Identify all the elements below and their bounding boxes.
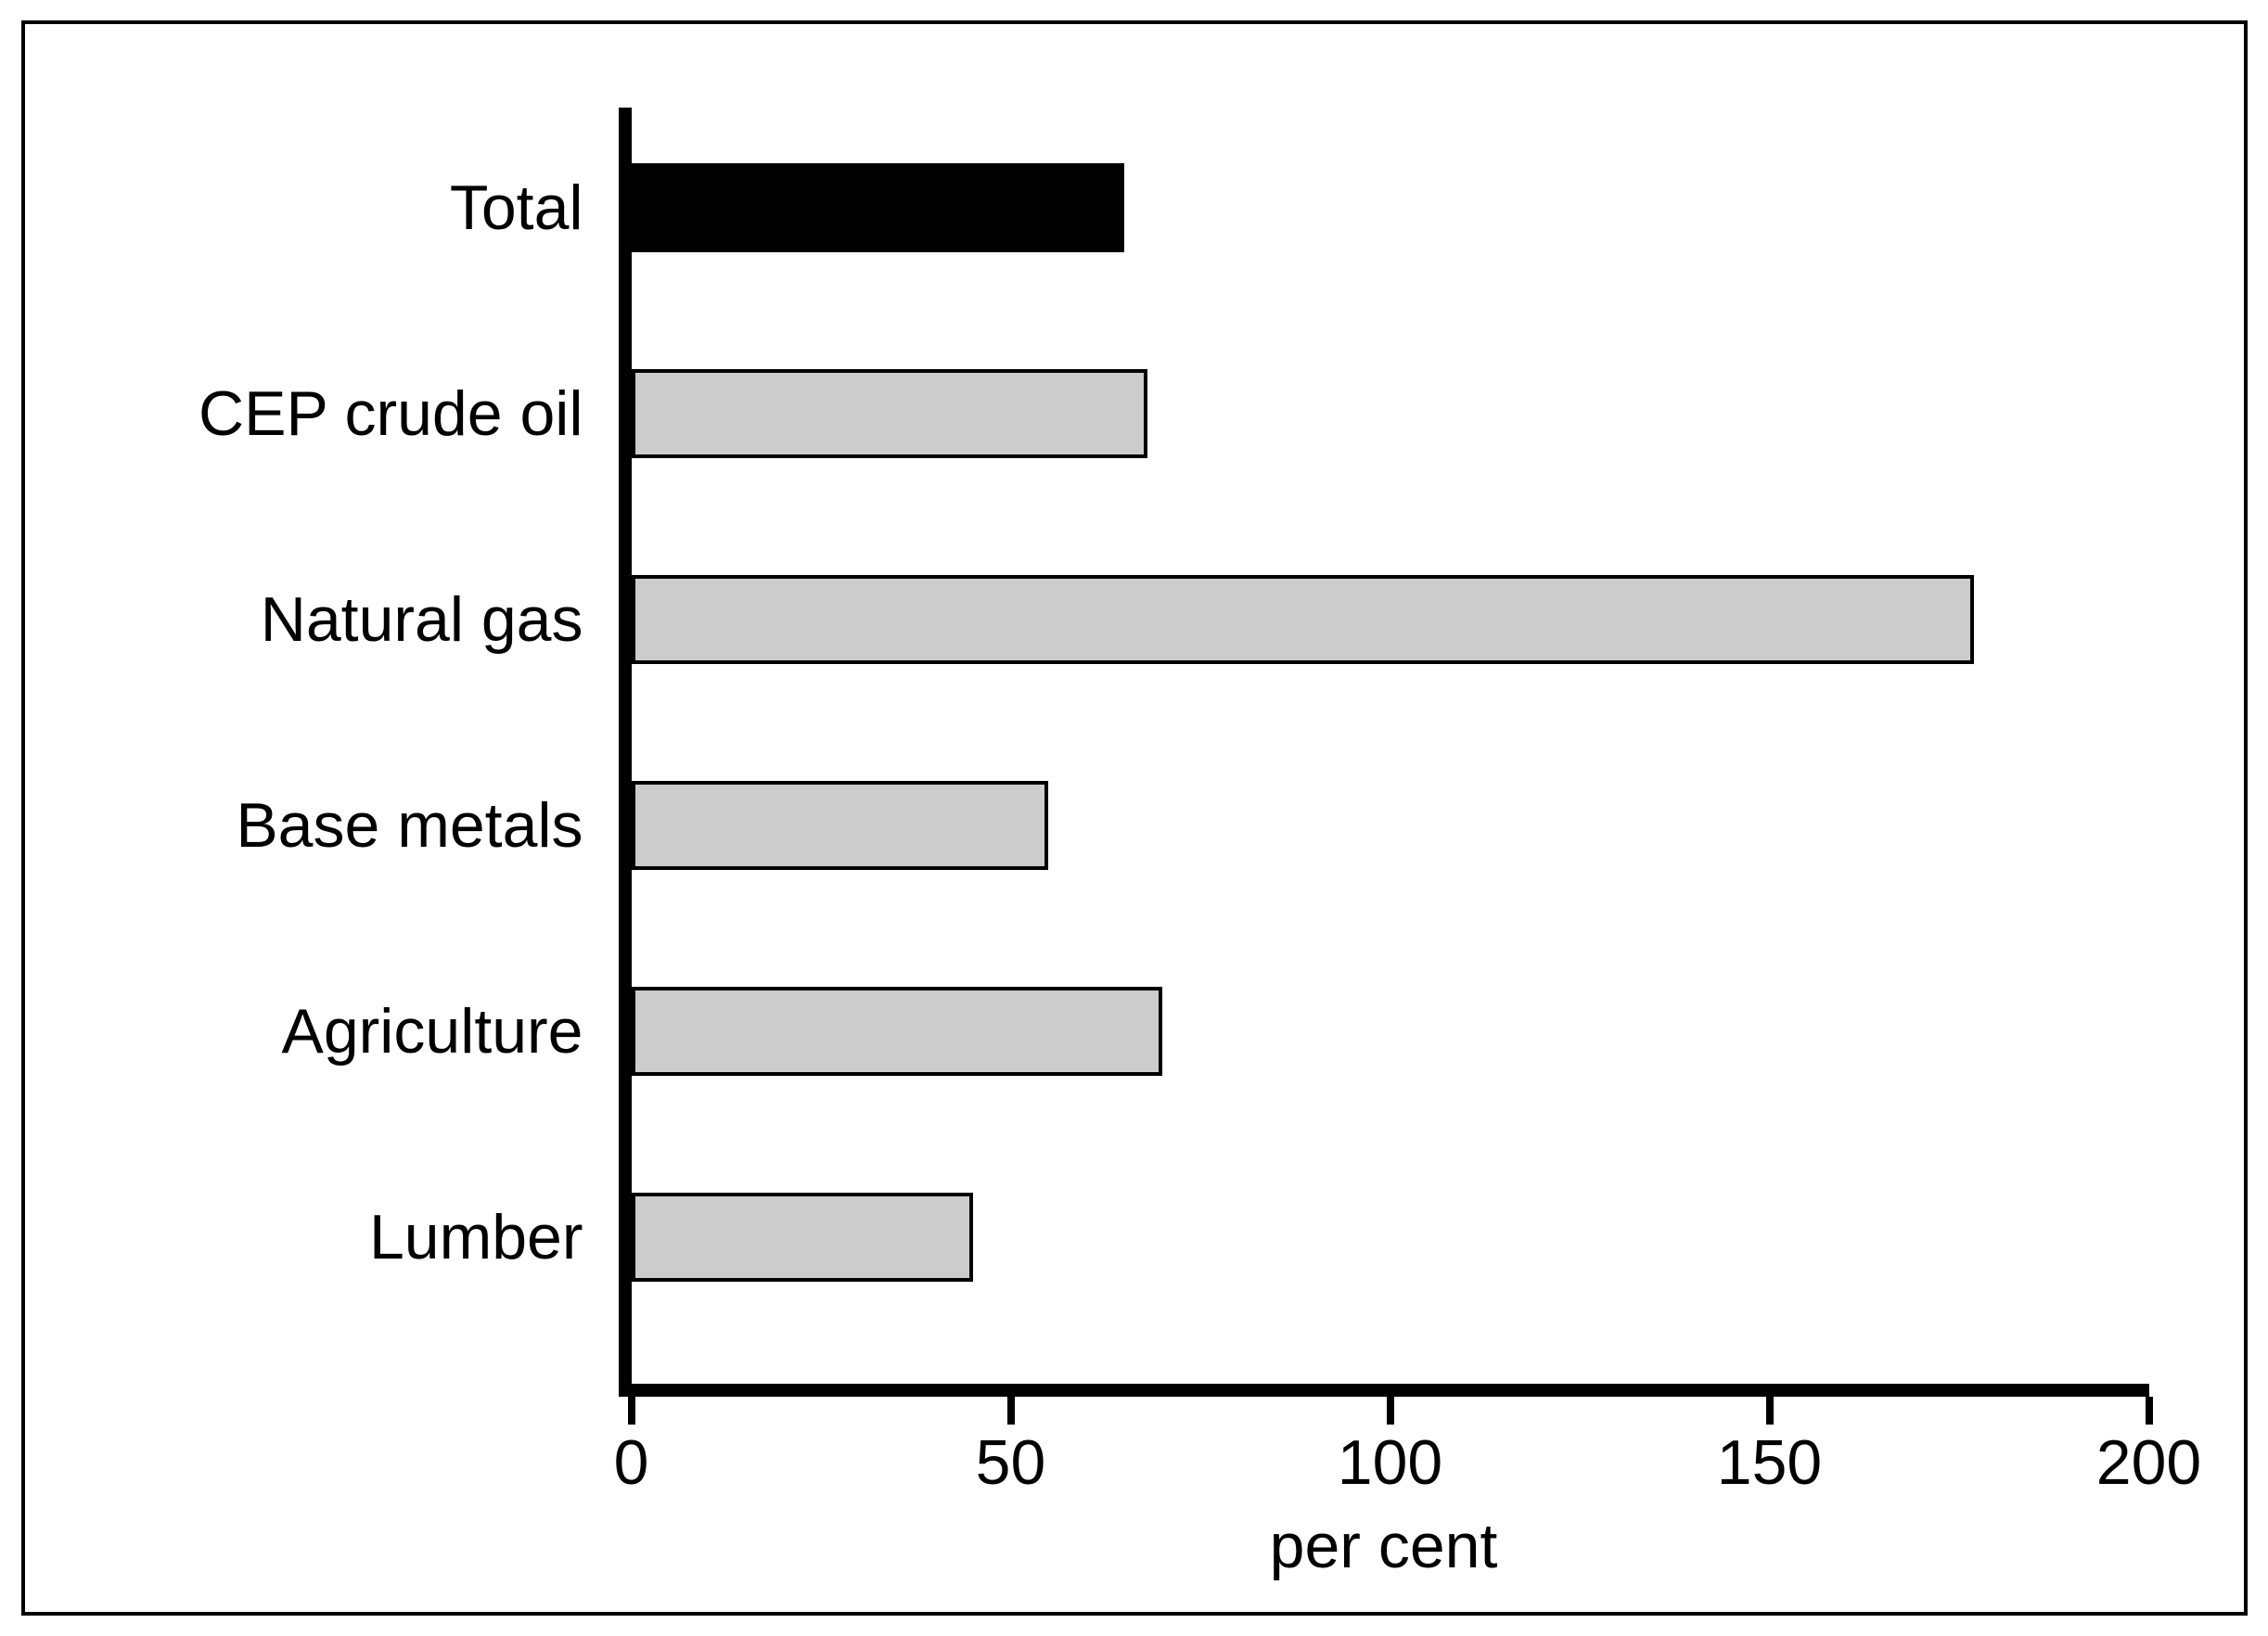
y-label-agriculture: Agriculture	[281, 995, 583, 1067]
bar-lumber	[632, 1193, 973, 1282]
x-axis-title: per cent	[1270, 1510, 1498, 1582]
y-label-natural-gas: Natural gas	[261, 583, 583, 656]
chart-container: 050100150200 per cent TotalCEP crude oil…	[21, 20, 2248, 1616]
x-tick-label-150: 150	[1717, 1426, 1822, 1499]
x-axis-line	[619, 1384, 2149, 1397]
y-label-total: Total	[450, 172, 583, 244]
y-label-lumber: Lumber	[369, 1201, 583, 1273]
x-tick-100	[1387, 1397, 1394, 1425]
x-tick-50	[1007, 1397, 1015, 1425]
bar-cep-crude-oil	[632, 369, 1147, 458]
bar-base-metals	[632, 781, 1049, 870]
x-tick-label-0: 0	[614, 1426, 649, 1499]
y-axis-line	[619, 108, 632, 1397]
bar-total	[632, 163, 1125, 252]
y-label-base-metals: Base metals	[236, 789, 583, 862]
bar-natural-gas	[632, 575, 1975, 664]
bar-agriculture	[632, 987, 1163, 1076]
y-label-cep-crude-oil: CEP crude oil	[199, 377, 583, 450]
x-tick-label-50: 50	[976, 1426, 1046, 1499]
x-tick-label-100: 100	[1338, 1426, 1442, 1499]
x-tick-150	[1766, 1397, 1774, 1425]
x-tick-label-200: 200	[2096, 1426, 2201, 1499]
plot-area: 050100150200 per cent	[619, 108, 2149, 1397]
x-tick-0	[628, 1397, 635, 1425]
x-tick-200	[2146, 1397, 2153, 1425]
